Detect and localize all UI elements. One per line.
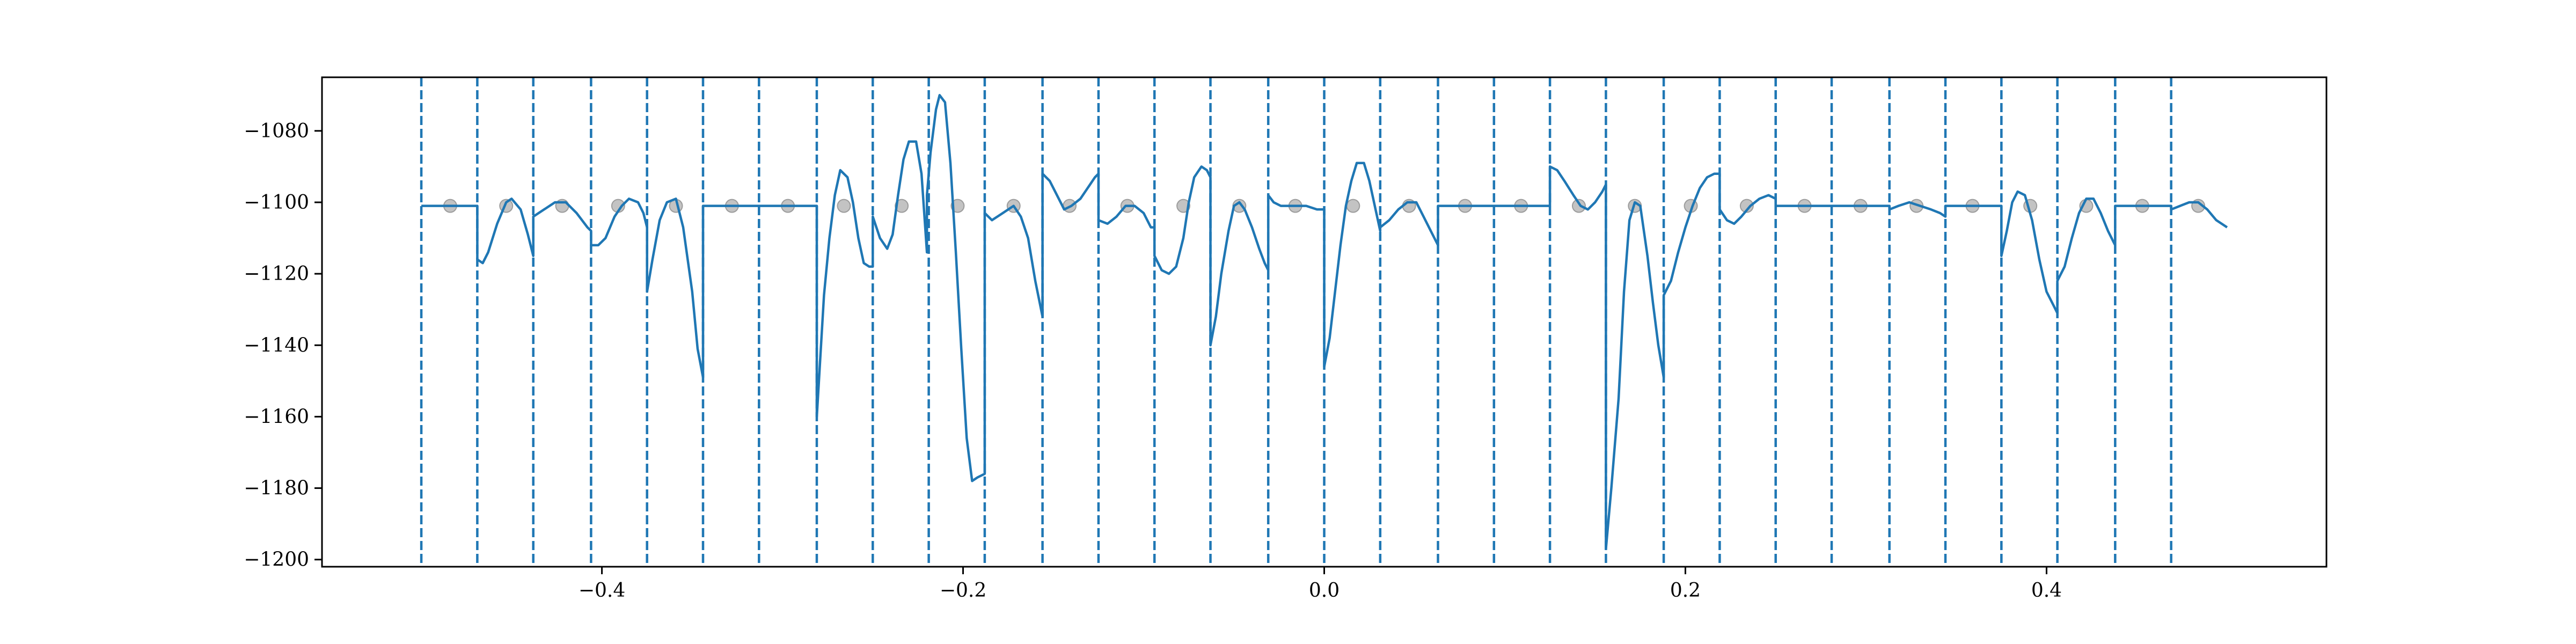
marker-20 bbox=[1571, 199, 1586, 213]
marker-8 bbox=[895, 199, 909, 213]
x-tick-label-3: 0.2 bbox=[1670, 580, 1701, 602]
x-tick-label-0: −0.4 bbox=[579, 580, 625, 602]
series-lines bbox=[421, 94, 2228, 550]
x-tick-label-4: 0.4 bbox=[2031, 580, 2062, 602]
x-axis-ticks: −0.4 −0.2 0.0 0.2 0.4 bbox=[579, 567, 2062, 602]
x-tick-label-2: 0.0 bbox=[1309, 580, 1340, 602]
y-tick-label-2: −1120 bbox=[244, 263, 309, 285]
marker-16 bbox=[1346, 199, 1360, 213]
y-tick-label-0: −1080 bbox=[244, 120, 309, 142]
y-axis-ticks: −1080 −1100 −1120 −1140 −1160 −1180 −1200 bbox=[244, 120, 322, 571]
y-tick-label-3: −1140 bbox=[244, 334, 309, 356]
marker-23 bbox=[1739, 199, 1754, 213]
y-tick-label-6: −1200 bbox=[244, 549, 309, 571]
y-tick-label-1: −1100 bbox=[244, 192, 309, 214]
marker-7 bbox=[837, 199, 851, 213]
x-tick-label-1: −0.2 bbox=[940, 580, 986, 602]
series-line-0 bbox=[421, 94, 2228, 550]
segment-dividers bbox=[420, 77, 2172, 567]
y-tick-label-4: −1160 bbox=[244, 406, 309, 428]
y-tick-label-5: −1180 bbox=[244, 478, 309, 500]
